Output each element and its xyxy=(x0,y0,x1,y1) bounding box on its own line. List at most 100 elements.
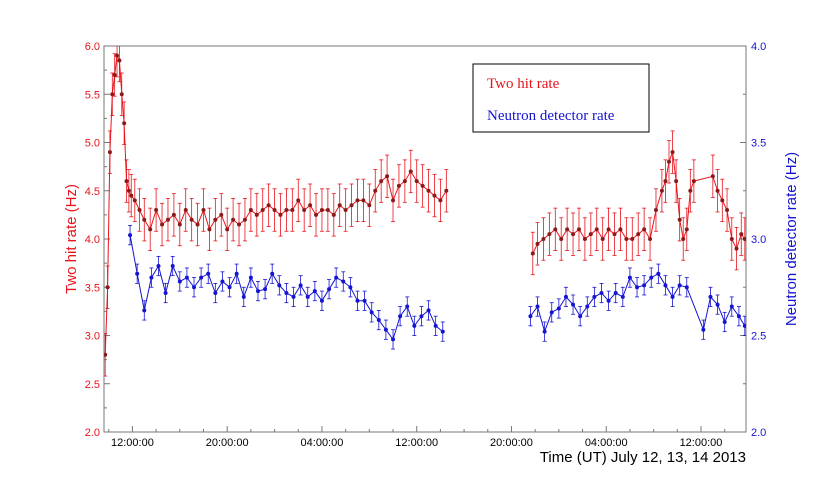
data-point xyxy=(547,232,552,237)
data-point xyxy=(535,241,540,246)
data-point xyxy=(592,294,597,299)
data-point xyxy=(729,304,734,309)
data-point xyxy=(663,283,668,288)
data-point xyxy=(708,294,713,299)
data-point xyxy=(541,237,546,241)
data-point xyxy=(742,323,746,328)
data-point xyxy=(165,217,170,222)
data-point xyxy=(266,203,271,208)
data-point xyxy=(242,217,247,222)
data-point xyxy=(237,222,242,227)
data-point xyxy=(396,183,401,188)
data-point xyxy=(298,283,303,288)
data-point xyxy=(402,179,407,184)
data-point xyxy=(438,198,443,203)
data-point xyxy=(535,304,540,309)
data-point xyxy=(613,291,618,296)
data-point xyxy=(192,285,197,290)
data-point xyxy=(739,232,744,237)
data-point xyxy=(327,287,332,292)
data-point xyxy=(565,227,570,232)
data-point xyxy=(677,283,682,288)
data-point xyxy=(112,72,117,77)
data-point xyxy=(334,275,339,280)
data-point xyxy=(667,159,672,164)
data-point xyxy=(653,208,658,213)
data-point xyxy=(312,289,317,294)
data-point xyxy=(578,314,583,319)
data-point xyxy=(677,217,682,222)
x-axis-tick-label: 12:00:00 xyxy=(680,437,723,449)
data-point xyxy=(319,298,324,303)
x-axis-title: Time (UT) July 12, 13, 14 2013 xyxy=(540,449,746,466)
data-point xyxy=(305,294,310,299)
data-point xyxy=(117,58,122,63)
data-point xyxy=(314,212,319,217)
left-axis-tick-label: 3.0 xyxy=(85,331,100,343)
data-point xyxy=(302,208,307,213)
data-point xyxy=(663,179,668,184)
data-point xyxy=(729,237,734,241)
data-point xyxy=(189,217,194,222)
data-point xyxy=(183,208,188,213)
data-point xyxy=(260,208,265,213)
data-point xyxy=(734,246,739,251)
data-point xyxy=(104,352,108,357)
data-point xyxy=(163,291,168,296)
data-point xyxy=(219,212,224,217)
data-point xyxy=(263,287,268,292)
x-axis-tick-label: 12:00:00 xyxy=(111,437,154,449)
data-point xyxy=(284,291,289,296)
data-point xyxy=(110,92,115,97)
data-point xyxy=(137,208,142,213)
legend-label-neutron-rate: Neutron detector rate xyxy=(487,108,615,124)
data-point xyxy=(594,227,599,232)
data-point xyxy=(414,179,419,184)
data-point xyxy=(225,227,230,232)
data-point xyxy=(171,212,176,217)
series-two-hit-rate xyxy=(104,46,746,377)
data-point xyxy=(234,271,239,276)
data-point xyxy=(148,227,153,232)
data-point xyxy=(642,227,647,232)
data-point xyxy=(337,203,342,208)
data-point xyxy=(207,227,212,232)
data-point xyxy=(563,294,568,299)
data-point xyxy=(213,217,218,222)
data-point xyxy=(154,208,159,213)
data-point xyxy=(142,217,147,222)
data-point xyxy=(688,188,693,193)
data-point xyxy=(684,227,689,232)
data-point xyxy=(624,237,629,241)
data-point xyxy=(585,304,590,309)
data-point xyxy=(571,232,576,237)
data-point xyxy=(177,222,182,227)
left-axis-tick-label: 2.0 xyxy=(85,427,100,439)
data-point xyxy=(599,291,604,296)
data-point xyxy=(122,121,127,126)
x-axis: 12:00:00 20:00:00 04:00:00 12:00:00 20:00:00… xyxy=(108,426,726,449)
data-point xyxy=(355,298,360,303)
data-point xyxy=(571,302,576,307)
data-point xyxy=(325,208,330,213)
data-point xyxy=(129,193,134,198)
series-neutron-rate xyxy=(128,225,746,350)
data-point xyxy=(408,169,413,174)
data-point xyxy=(720,198,725,203)
data-point xyxy=(742,237,746,241)
left-axis-tick-label: 4.0 xyxy=(85,234,100,246)
series-line xyxy=(529,273,746,334)
x-axis-tick-label: 04:00:00 xyxy=(301,437,344,449)
data-point xyxy=(383,327,388,332)
data-point xyxy=(691,179,696,184)
series-layer xyxy=(104,46,746,377)
data-point xyxy=(227,285,232,290)
data-point xyxy=(642,283,647,288)
data-point xyxy=(290,208,295,213)
data-point xyxy=(549,310,554,315)
data-point xyxy=(606,298,611,303)
right-axis-tick-label: 3.0 xyxy=(751,234,766,246)
data-point xyxy=(391,337,396,342)
right-axis-tick-label: 3.5 xyxy=(751,138,766,150)
